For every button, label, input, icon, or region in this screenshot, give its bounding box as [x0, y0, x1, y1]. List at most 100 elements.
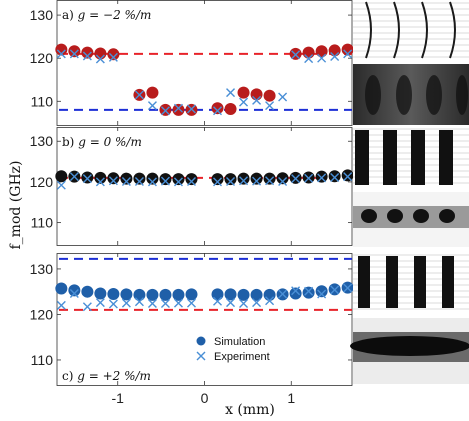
panel-b-simulation-point [146, 172, 159, 185]
panel-a-simulation-point [146, 86, 159, 99]
panel-b-experiment-point [343, 172, 353, 182]
inset-c-bottom [350, 318, 469, 384]
panel-b-experiment-point [95, 177, 105, 187]
panel-c-experiment-point [265, 296, 275, 306]
panel-b-simulation-point [250, 172, 263, 185]
panel-b-experiment-point [291, 174, 301, 184]
panel-c-simulation-point [211, 288, 224, 301]
panel-label-a: a) g = −2 %/m [62, 8, 151, 22]
panel-a-simulation-point [211, 102, 224, 115]
panel-c-simulation-point [237, 288, 250, 301]
panel-b-experiment-point [82, 174, 92, 184]
inset-c-top [353, 253, 469, 311]
panel-a-experiment-point [265, 101, 275, 111]
panel-a-experiment-point [213, 106, 223, 116]
inset-a-bottom [353, 64, 469, 125]
panel-b-simulation-point [341, 169, 354, 182]
panel-b-experiment-point [213, 177, 223, 187]
panel-a-simulation-point [250, 88, 263, 101]
panel-b-simulation-point [328, 170, 341, 183]
panel-c-experiment-point [134, 297, 144, 307]
panel-b-simulation-point [185, 173, 198, 186]
panel-c-simulation-point [315, 285, 328, 298]
panel-a-simulation-point [341, 43, 354, 56]
y-axis-label: f_mod (GHz) [8, 161, 24, 250]
panel-a-experiment-point [108, 52, 118, 62]
panel-b-simulation-point [211, 173, 224, 186]
panel-label-b-eq: g = 0 %/m [78, 135, 142, 149]
panel-c-simulation-point [250, 288, 263, 301]
panel-a-experiment-point [343, 49, 353, 59]
panel-b-experiment-point [252, 176, 262, 186]
panel-a-simulation-point [55, 43, 68, 56]
panel-label-c: c) g = +2 %/m [62, 369, 151, 383]
panel-c-simulation-point [55, 282, 68, 295]
panel-a-experiment-point [147, 101, 157, 111]
panel-a-experiment-point [304, 54, 314, 64]
panel-b-ytick-label: 110 [31, 215, 54, 231]
panel-c-experiment-point [213, 296, 223, 306]
panel-a-experiment-point [226, 88, 236, 98]
panel-c-simulation-point [159, 288, 172, 301]
panel-a-simulation-point [94, 47, 107, 60]
panel-a-experiment-point [95, 54, 105, 64]
panel-b-experiment-point [226, 177, 236, 187]
legend-experiment-label: Experiment [214, 351, 270, 363]
legend-experiment-marker [196, 351, 206, 361]
panel-a-ytick-label: 120 [30, 50, 54, 66]
panel-a-simulation-point [107, 48, 120, 61]
panel-b-experiment-point [304, 173, 314, 183]
panel-b-simulation-point [81, 171, 94, 184]
panel-a: 110 120 130 [30, 0, 354, 126]
panel-b-simulation-point [94, 171, 107, 184]
panel-a-experiment-point [278, 92, 288, 102]
panel-b-simulation-point [263, 172, 276, 185]
panel-c-simulation-point [133, 288, 146, 301]
panel-c-experiment-point [147, 299, 157, 309]
panel-b-simulation-point [315, 170, 328, 183]
panel-b-experiment-point [278, 177, 288, 187]
legend-simulation-marker [196, 336, 206, 346]
panel-a-simulation-point [302, 46, 315, 59]
panel-c-experiment-point [304, 286, 314, 296]
panel-a-simulation-point [315, 45, 328, 58]
panel-b-ytick-label: 130 [30, 133, 54, 149]
panel-b-experiment-point [121, 177, 131, 187]
panel-label-c-prefix: c) [62, 369, 73, 383]
panel-b: 110 120 130 [30, 127, 354, 246]
legend-simulation-label: Simulation [214, 336, 265, 348]
panel-b-experiment-point [186, 177, 196, 187]
panel-b-experiment-point [173, 177, 183, 187]
panel-b-experiment-point [147, 177, 157, 187]
panel-label-a-eq: g = −2 %/m [78, 8, 152, 22]
panel-b-experiment-point [239, 176, 249, 186]
panel-c-experiment-point [95, 298, 105, 308]
panel-c-experiment-point [226, 298, 236, 308]
panel-b-ytick-label: 120 [30, 174, 54, 190]
panel-b-experiment-point [330, 172, 340, 182]
panel-b-experiment-point [134, 177, 144, 187]
xtick-label: 1 [287, 390, 295, 406]
panel-a-experiment-point [252, 95, 262, 105]
panel-a-experiment-point [56, 49, 66, 59]
panel-a-simulation-point [328, 44, 341, 57]
panel-c-simulation-point [81, 285, 94, 298]
panel-c-experiment-point [69, 289, 79, 299]
panel-c-experiment-point [343, 283, 353, 293]
panel-c: 110 120 130 -1 0 1 [30, 253, 354, 406]
panel-c-simulation-point [263, 288, 276, 301]
panel-c-simulation-point [289, 287, 302, 300]
panel-a-experiment-point [186, 104, 196, 114]
panel-a-experiment-point [330, 51, 340, 61]
panel-c-simulation-point [68, 284, 81, 297]
panel-c-experiment-point [82, 302, 92, 312]
panel-a-simulation-point [81, 46, 94, 59]
panel-a-experiment-point [134, 90, 144, 100]
panel-c-experiment-point [121, 298, 131, 308]
panel-a-ytick-label: 110 [31, 93, 54, 109]
panel-b-experiment-point [160, 176, 170, 186]
panel-c-experiment-point [278, 289, 288, 299]
panel-b-experiment-point [69, 172, 79, 182]
panel-c-ytick-label: 120 [30, 306, 54, 322]
